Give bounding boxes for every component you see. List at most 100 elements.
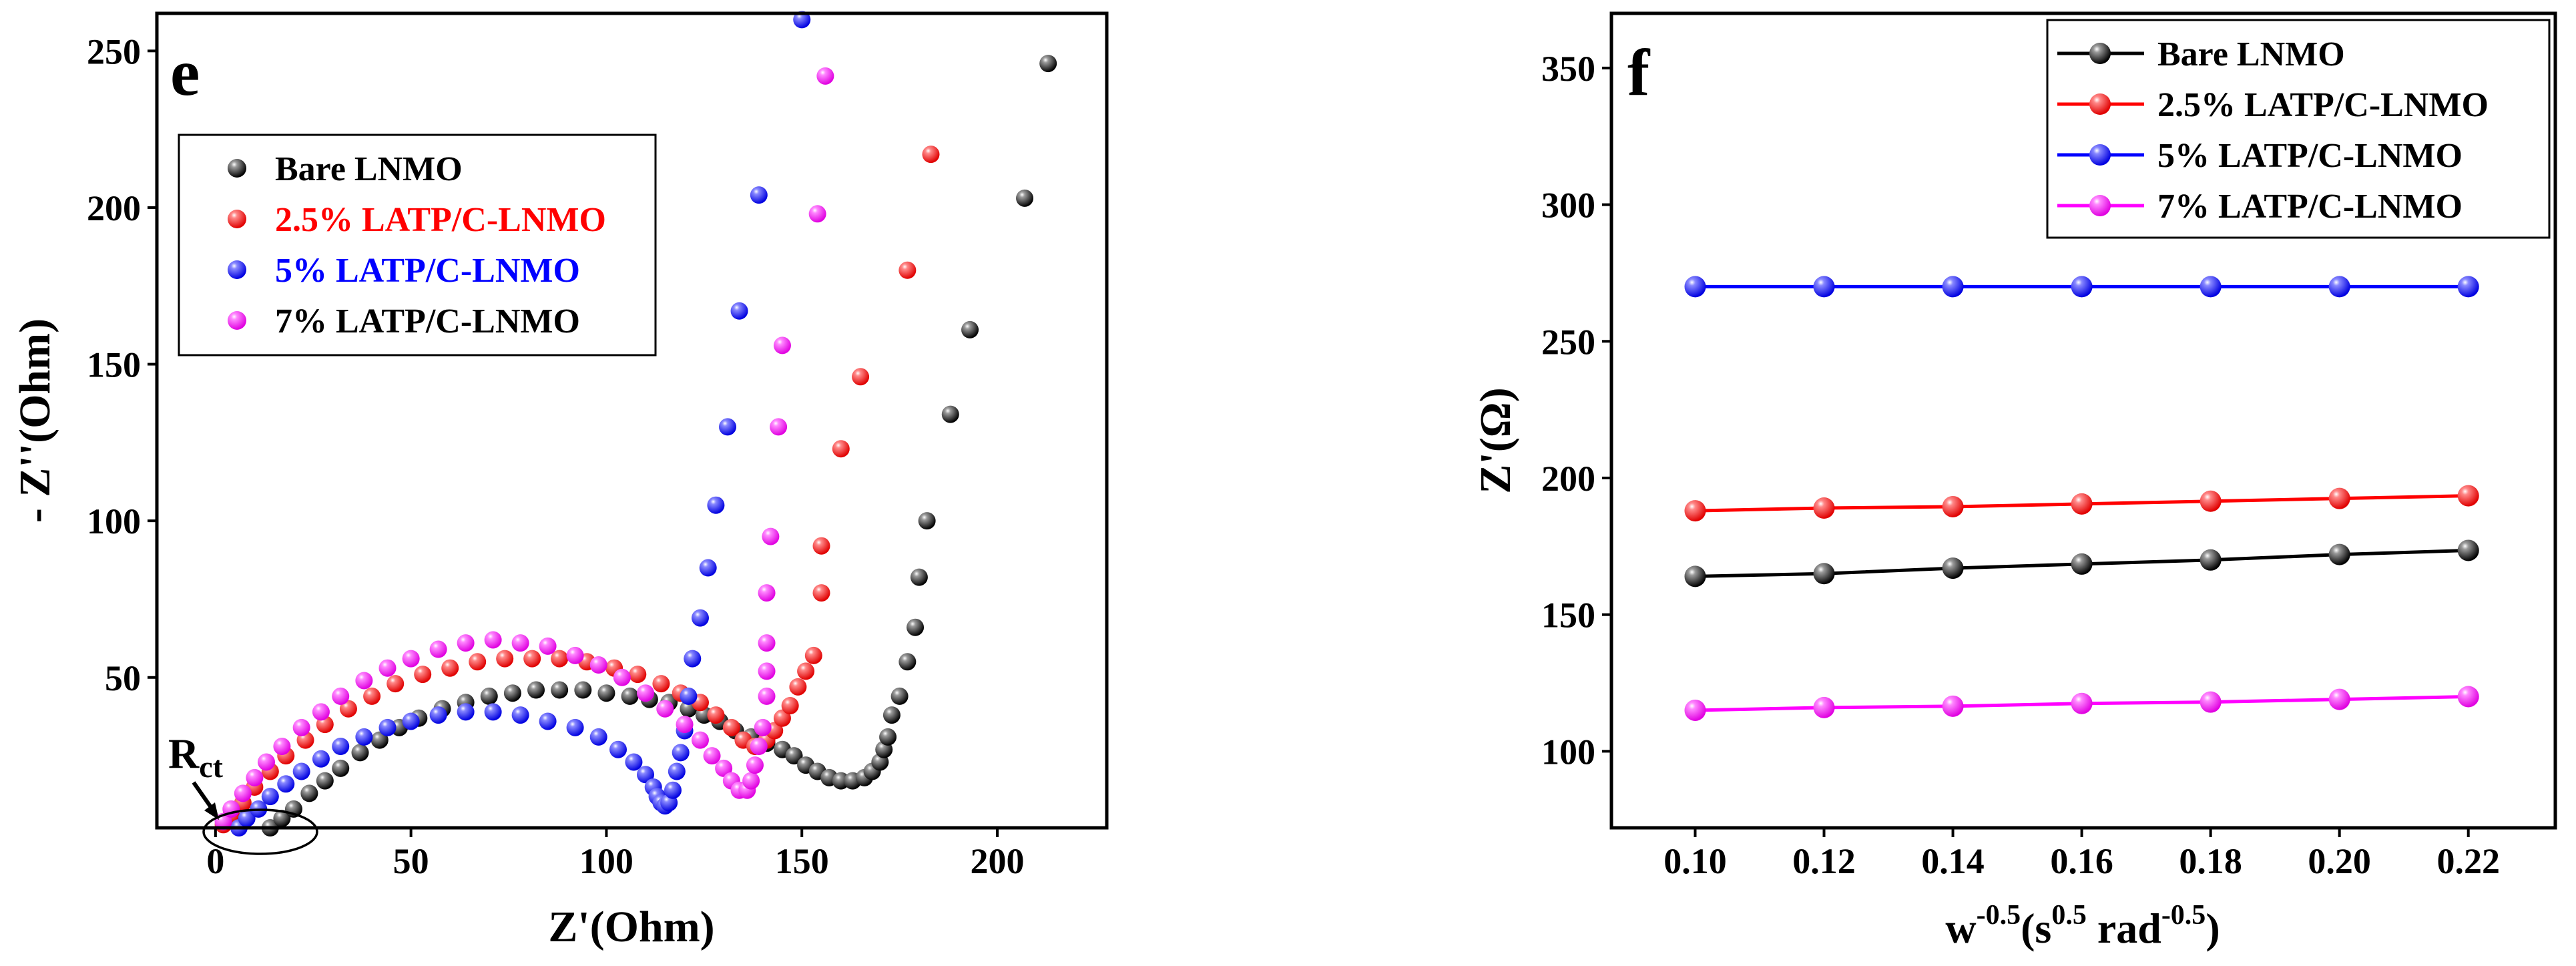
panel-f-x-axis-title: w-0.5(s0.5 rad-0.5) <box>1945 900 2220 952</box>
panel-f-point-7-latp-c-lnmo <box>2071 692 2093 714</box>
panel-e-point-7-latp-c-lnmo <box>758 584 776 602</box>
panel-e-point-7-latp-c-lnmo <box>613 668 631 686</box>
panel-e-point-7-latp-c-lnmo <box>762 527 780 545</box>
panel-e-point-2-5-latp-c-lnmo <box>797 662 815 680</box>
panel-e-point-bare-lnmo <box>503 684 521 702</box>
panel-e-point-2-5-latp-c-lnmo <box>804 646 822 664</box>
panel-e-point-2-5-latp-c-lnmo <box>773 709 791 727</box>
panel-e-point-2-5-latp-c-lnmo <box>523 650 541 668</box>
panel-f-point-5-latp-c-lnmo <box>2328 276 2350 298</box>
panel-f-point-5-latp-c-lnmo <box>2071 276 2093 298</box>
panel-f-point-2-5-latp-c-lnmo <box>2328 487 2350 509</box>
panel-f-x-tick-label: 0.22 <box>2436 841 2500 881</box>
panel-e-point-5-latp-c-lnmo <box>699 559 717 577</box>
panel-e-point-5-latp-c-lnmo <box>718 418 736 436</box>
panel-e-point-7-latp-c-lnmo <box>511 634 529 652</box>
panel-e-point-5-latp-c-lnmo <box>429 706 447 724</box>
panel-e-legend-entry-2-5-latp: 2.5% LATP/C-LNMO <box>228 201 606 239</box>
panel-e-point-bare-lnmo <box>910 568 928 586</box>
panel-e-point-5-latp-c-lnmo <box>378 718 397 736</box>
rct-annotation-arrow <box>192 781 214 810</box>
panel-e-point-bare-lnmo <box>898 653 917 671</box>
panel-e-point-2-5-latp-c-lnmo <box>387 675 405 693</box>
panel-e-point-7-latp-c-lnmo <box>292 718 310 736</box>
panel-e-point-2-5-latp-c-lnmo <box>339 700 357 718</box>
panel-e-point-2-5-latp-c-lnmo <box>722 718 740 736</box>
panel-e-y-tick-label: 150 <box>87 345 141 385</box>
panel-e-frame <box>155 11 1109 830</box>
panel-f-legend-entry-5-latp: 5% LATP/C-LNMO <box>2057 137 2463 175</box>
panel-f-legend: Bare LNMO 2.5% LATP/C-LNMO 5% LATP/C-LNM… <box>2046 19 2551 239</box>
panel-e-point-2-5-latp-c-lnmo <box>832 440 850 458</box>
panel-f-y-tick-label: 300 <box>1541 186 1595 226</box>
panel-e-point-7-latp-c-lnmo <box>246 768 264 786</box>
panel-f-x-tick-label: 0.18 <box>2179 841 2242 881</box>
panel-e-point-bare-lnmo <box>370 731 389 749</box>
panel-e-legend-marker-5-latp <box>228 260 246 279</box>
panel-f-point-2-5-latp-c-lnmo <box>1942 495 1964 517</box>
panel-f-point-bare-lnmo <box>2071 553 2093 575</box>
panel-f-x-tick-label: 0.12 <box>1792 841 1856 881</box>
panel-e-point-2-5-latp-c-lnmo <box>496 650 514 668</box>
panel-e-point-5-latp-c-lnmo <box>312 750 330 768</box>
panel-e-point-5-latp-c-lnmo <box>750 186 768 204</box>
panel-f-y-tick-label: 100 <box>1541 732 1595 772</box>
panel-e-point-5-latp-c-lnmo <box>672 744 690 762</box>
panel-f-point-2-5-latp-c-lnmo <box>2071 493 2093 515</box>
panel-f: 0.10 0.12 0.14 0.16 0.18 0.20 0.22 100 150 200 25… <box>1471 11 2557 952</box>
panel-f-legend-box <box>2046 19 2551 239</box>
panel-f-y-tick-label: 200 <box>1541 459 1595 499</box>
panel-f-legend-entry-2-5-latp: 2.5% LATP/C-LNMO <box>2057 86 2489 124</box>
panel-e-legend-label-7-latp: 7% LATP/C-LNMO <box>275 302 580 340</box>
panel-f-point-bare-lnmo <box>1684 565 1706 587</box>
panel-e-legend-marker-7-latp <box>228 311 246 330</box>
panel-f-point-7-latp-c-lnmo <box>1942 695 1964 717</box>
rct-annotation-ellipse <box>202 808 318 855</box>
panel-f-point-bare-lnmo <box>1942 557 1964 579</box>
panel-e-point-2-5-latp-c-lnmo <box>781 697 799 714</box>
rct-annotation: Rct <box>168 730 318 855</box>
panel-e-point-7-latp-c-lnmo <box>312 703 330 721</box>
panel-f-x-tick-label: 0.14 <box>1921 841 1985 881</box>
panel-e-point-2-5-latp-c-lnmo <box>922 146 940 164</box>
panel-e-point-5-latp-c-lnmo <box>277 775 295 793</box>
panel-e-x-tick-label: 50 <box>393 841 429 881</box>
panel-e-point-7-latp-c-lnmo <box>754 718 772 736</box>
panel-e-point-2-5-latp-c-lnmo <box>707 706 725 724</box>
rct-annotation-arrowhead <box>204 802 219 820</box>
panel-f-legend-label-5-latp: 5% LATP/C-LNMO <box>2157 137 2463 175</box>
panel-e-point-bare-lnmo <box>941 405 959 423</box>
rct-annotation-main: R <box>168 730 200 777</box>
panel-f-point-bare-lnmo <box>2457 539 2479 561</box>
panel-e-point-7-latp-c-lnmo <box>715 759 733 777</box>
panel-e-legend-label-bare-lnmo: Bare LNMO <box>275 150 463 188</box>
panel-e-point-5-latp-c-lnmo <box>793 11 811 29</box>
panel-f-point-5-latp-c-lnmo <box>2200 276 2222 298</box>
panel-f-point-5-latp-c-lnmo <box>1813 276 1835 298</box>
panel-e-point-7-latp-c-lnmo <box>703 747 721 765</box>
panel-e-point-bare-lnmo <box>551 681 569 699</box>
panel-e-point-bare-lnmo <box>332 759 350 777</box>
panel-f-legend-label-bare-lnmo: Bare LNMO <box>2157 35 2345 73</box>
panel-e-y-axis-title: - Z''(Ohm) <box>11 318 59 523</box>
panel-f-point-7-latp-c-lnmo <box>1684 699 1706 721</box>
panel-e-point-7-latp-c-lnmo <box>816 67 834 85</box>
panel-e-legend-box <box>178 134 657 356</box>
panel-f-legend-marker-5-latp <box>2089 144 2111 166</box>
panel-e-point-5-latp-c-lnmo <box>625 753 643 771</box>
panel-e-point-5-latp-c-lnmo <box>680 687 698 705</box>
panel-e-legend-marker-2-5-latp <box>228 210 246 228</box>
panel-e-point-7-latp-c-lnmo <box>636 684 654 702</box>
panel-e-point-bare-lnmo <box>574 681 592 699</box>
panel-f-x-tick-label: 0.16 <box>2050 841 2113 881</box>
panel-f-point-2-5-latp-c-lnmo <box>1813 497 1835 519</box>
panel-e-point-7-latp-c-lnmo <box>402 650 420 668</box>
panel-e-point-7-latp-c-lnmo <box>589 656 607 674</box>
panel-f-legend-marker-7-latp <box>2089 195 2111 216</box>
panel-f-y-tick-label: 350 <box>1541 49 1595 89</box>
panel-e-point-7-latp-c-lnmo <box>773 336 791 354</box>
panel-e-point-5-latp-c-lnmo <box>707 496 725 514</box>
panel-e-point-5-latp-c-lnmo <box>589 728 607 746</box>
